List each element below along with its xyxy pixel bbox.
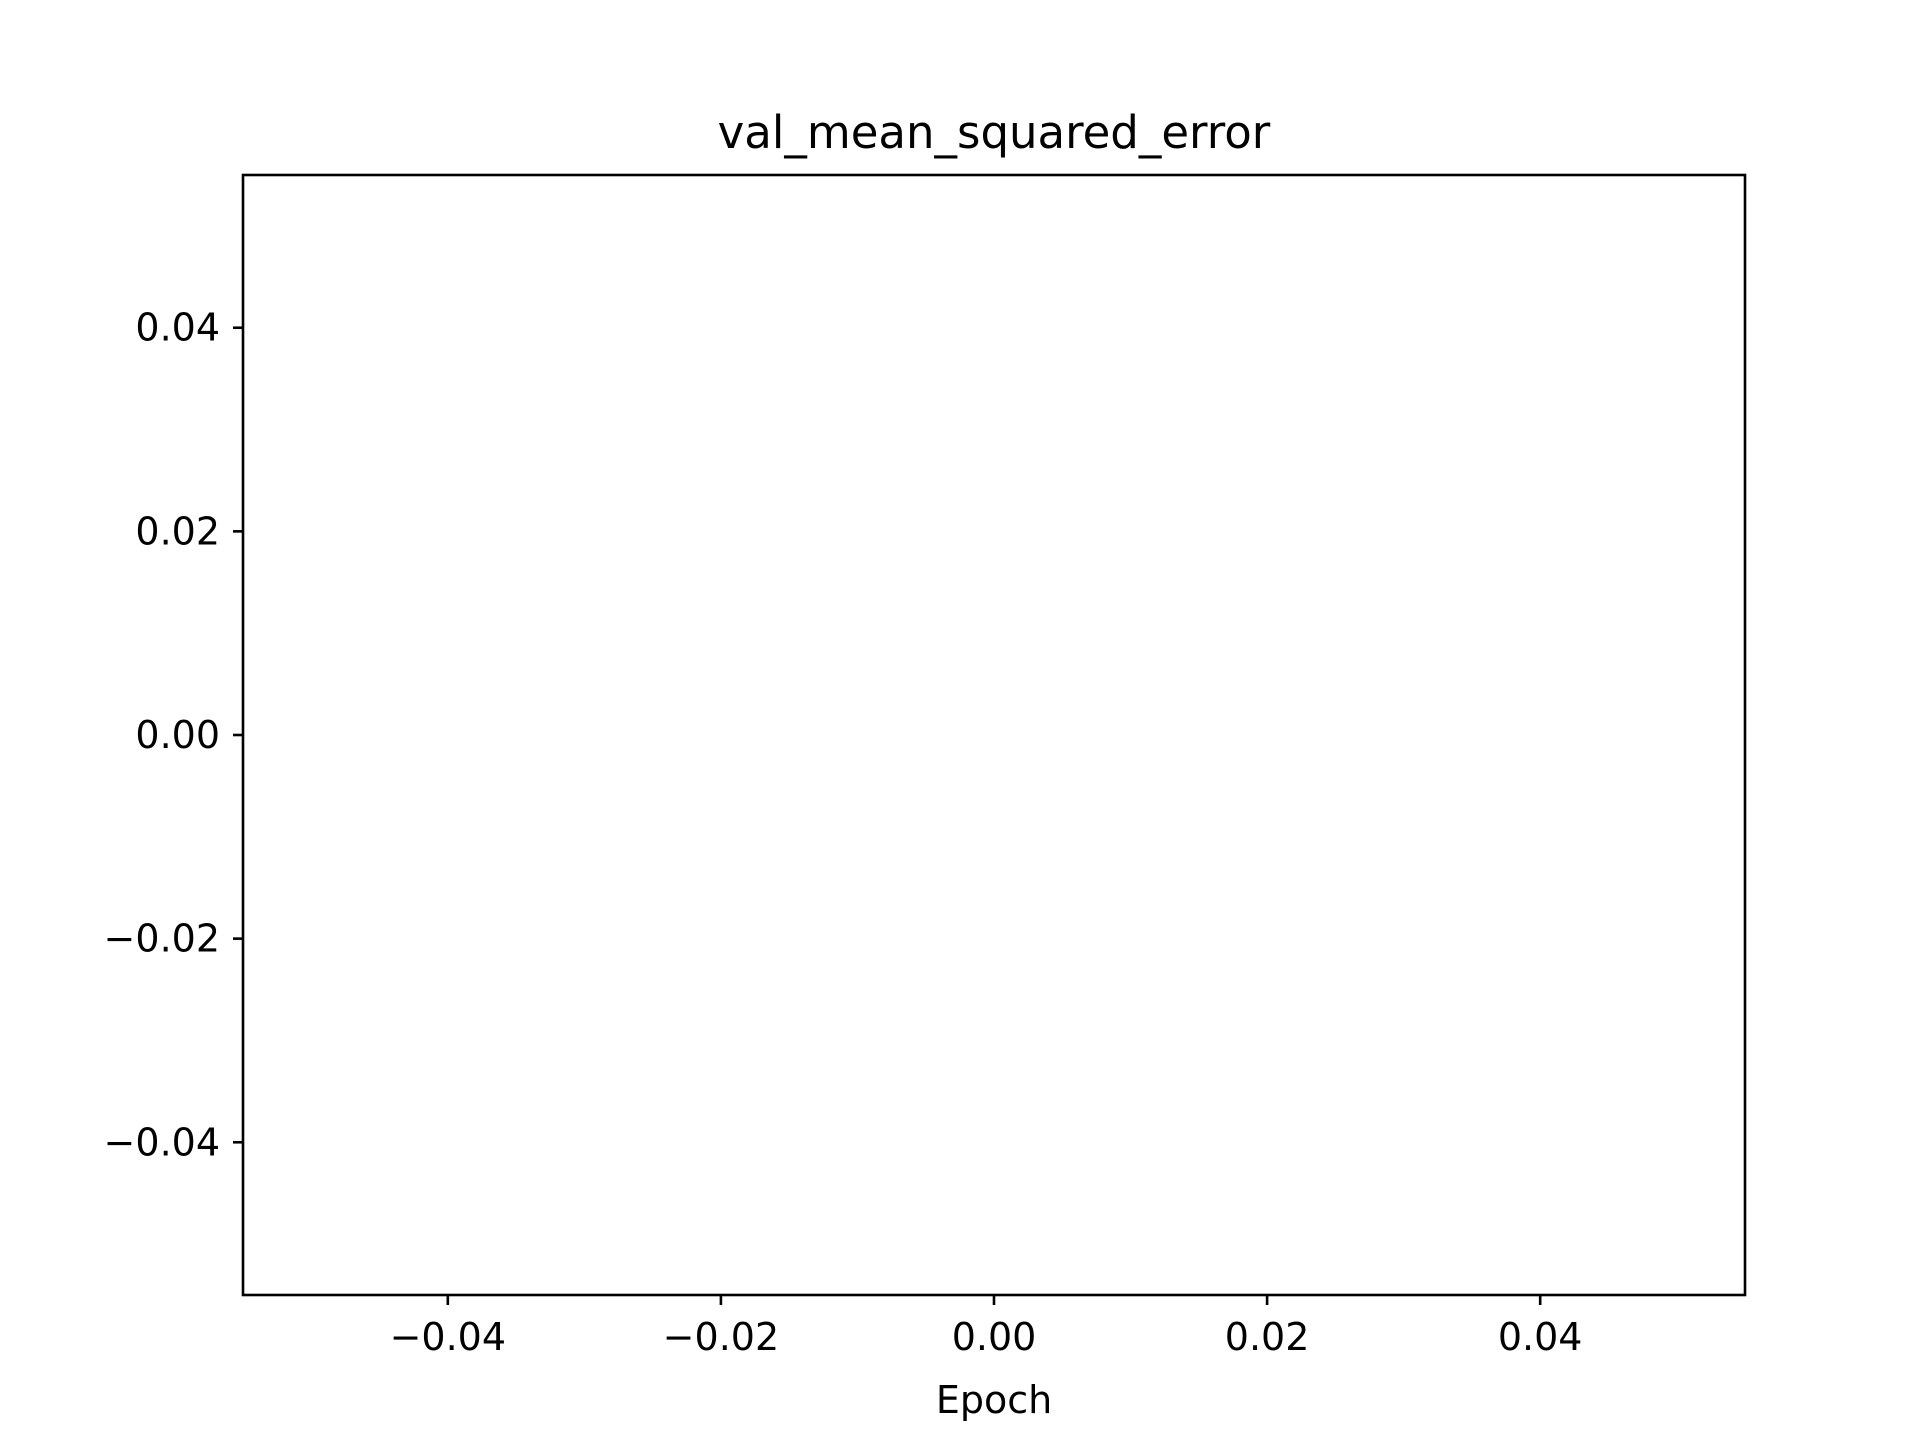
y-tick-label: 0.04 <box>135 306 220 350</box>
y-tick-label: −0.02 <box>104 917 220 961</box>
y-tick-label: 0.00 <box>135 713 220 757</box>
y-tick-label: 0.02 <box>135 509 220 553</box>
y-tick-label: −0.04 <box>104 1120 220 1164</box>
x-tick-label: 0.02 <box>1225 1315 1310 1359</box>
x-axis-label: Epoch <box>936 1378 1052 1422</box>
x-tick-label: 0.00 <box>952 1315 1037 1359</box>
x-tick-label: −0.02 <box>663 1315 779 1359</box>
plot-frame <box>241 173 1747 1297</box>
y-axis: −0.04 −0.02 0.00 0.02 0.04 <box>104 306 243 1164</box>
x-tick-label: −0.04 <box>390 1315 506 1359</box>
x-axis: −0.04 −0.02 0.00 0.02 0.04 <box>390 1295 1583 1359</box>
x-tick-label: 0.04 <box>1498 1315 1583 1359</box>
chart-title: val_mean_squared_error <box>718 106 1271 159</box>
